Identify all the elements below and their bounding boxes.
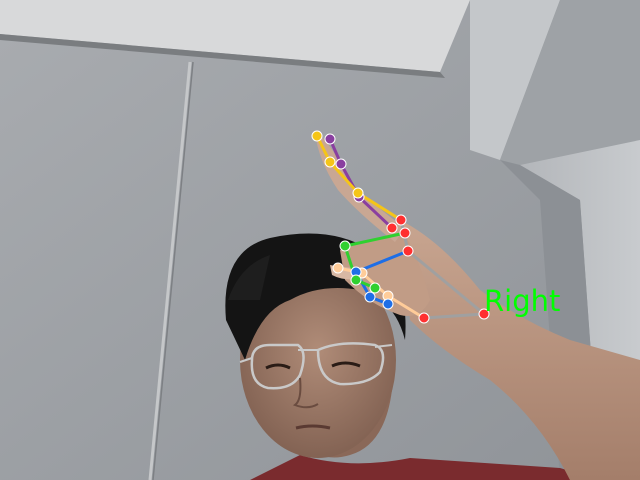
ring-landmark xyxy=(335,158,347,170)
wrist-connection xyxy=(422,312,486,320)
thumb-connection xyxy=(386,294,426,320)
pinky-connection xyxy=(356,191,403,222)
middle-landmark xyxy=(339,240,351,252)
middle-landmark xyxy=(369,282,381,294)
pinky-landmark xyxy=(352,187,364,199)
middle-connection xyxy=(343,231,407,248)
hand-landmarks-overlay xyxy=(311,130,490,324)
index-landmark xyxy=(364,291,376,303)
index-landmark xyxy=(382,298,394,310)
pinky-landmark xyxy=(395,214,407,226)
thumb-landmark xyxy=(418,312,430,324)
ring-landmark xyxy=(386,222,398,234)
landmark-points xyxy=(311,130,490,324)
ring-connection xyxy=(357,195,394,230)
middle-landmark xyxy=(350,274,362,286)
index-landmark xyxy=(402,245,414,257)
handedness-label: Right xyxy=(484,284,561,318)
middle-landmark xyxy=(399,227,411,239)
pinky-connection xyxy=(328,160,360,195)
ring-landmark xyxy=(324,133,336,145)
pinky-landmark xyxy=(311,130,323,142)
pinky-landmark xyxy=(324,156,336,168)
thumb-landmark xyxy=(332,262,344,274)
wrist-landmark xyxy=(478,308,490,320)
palm-connection xyxy=(406,249,486,316)
